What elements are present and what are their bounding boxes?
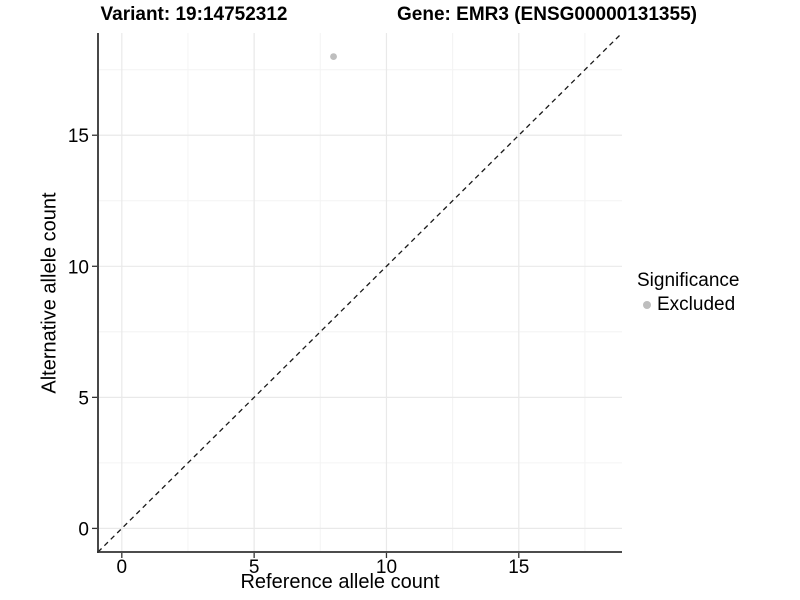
y-tick-label: 10 xyxy=(68,257,89,278)
x-tick-label: 0 xyxy=(117,557,128,578)
identity-dashed-line xyxy=(97,32,623,553)
variant-title: Variant: 19:14752312 xyxy=(100,4,288,25)
y-tick-label: 15 xyxy=(68,126,89,147)
legend-title: Significance xyxy=(637,270,740,291)
excluded-point-icon xyxy=(643,300,651,309)
x-tick-label: 5 xyxy=(249,557,260,578)
y-tick-label: 5 xyxy=(78,388,89,409)
x-tick-label: 15 xyxy=(508,557,529,578)
y-axis-title: Alternative allele count xyxy=(38,192,61,394)
legend-entry-label: Excluded xyxy=(657,294,736,315)
y-tick-label: 0 xyxy=(78,519,89,540)
x-tick-label: 10 xyxy=(376,557,397,578)
legend-entry-excluded: Excluded xyxy=(637,293,739,316)
legend-key xyxy=(638,296,656,314)
gene-title: Gene: EMR3 (ENSG00000131355) xyxy=(397,4,697,25)
x-axis-title: Reference allele count xyxy=(240,571,440,593)
data-point xyxy=(330,53,337,60)
legend: Significance Excluded xyxy=(637,269,739,316)
